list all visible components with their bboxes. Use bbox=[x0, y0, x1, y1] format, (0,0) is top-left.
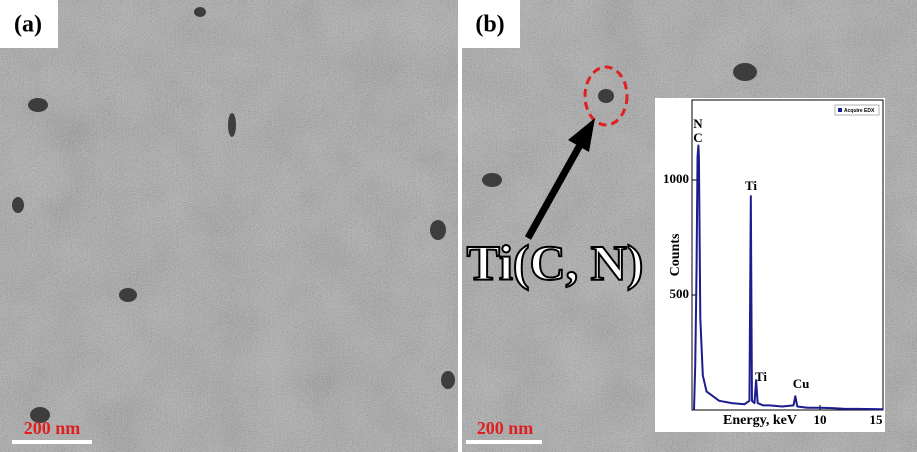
panel-label: (b) bbox=[475, 12, 504, 38]
scale-bar-label: 200 nm bbox=[477, 418, 534, 438]
micrograph-b: (b) Ti(C, N) 200 nm Acquire EDX Counts E… bbox=[462, 0, 917, 452]
scale-bar-label: 200 nm bbox=[24, 418, 81, 438]
y-tick-label: 500 bbox=[670, 286, 690, 301]
y-axis-label: Counts bbox=[668, 233, 683, 276]
peak-label: Ti bbox=[755, 369, 767, 384]
scale-bar bbox=[12, 440, 92, 444]
x-tick-label: 10 bbox=[814, 412, 827, 427]
x-axis-label: Energy, keV bbox=[723, 413, 797, 428]
annotation: Ti(C, N) bbox=[467, 234, 644, 290]
peak-label: C bbox=[693, 130, 702, 145]
panel-label: (a) bbox=[14, 12, 42, 38]
legend-label: Acquire EDX bbox=[844, 108, 875, 114]
peak-label: Cu bbox=[793, 376, 810, 391]
scale-bar bbox=[466, 440, 542, 444]
x-tick-label: 15 bbox=[870, 412, 884, 427]
inset-background bbox=[655, 98, 885, 432]
peak-label: N bbox=[693, 116, 703, 131]
peak-label: Ti bbox=[745, 178, 757, 193]
y-tick-label: 1000 bbox=[663, 171, 689, 186]
legend-swatch bbox=[838, 108, 842, 112]
micrograph-a: (a) 200 nm bbox=[0, 0, 458, 452]
figure: (a) 200 nm (b) Ti(C, N) 200 nm Acquire E… bbox=[0, 0, 917, 452]
